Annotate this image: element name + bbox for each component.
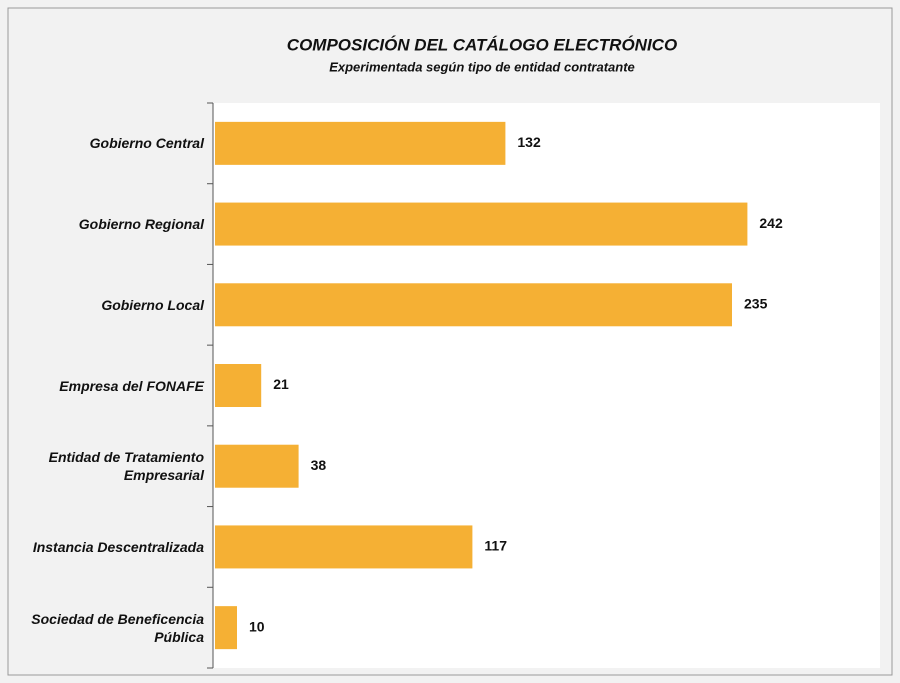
category-label: Gobierno Central — [89, 135, 204, 152]
data-label: 242 — [759, 215, 783, 231]
chart-title: COMPOSICIÓN DEL CATÁLOGO ELECTRÓNICO — [287, 35, 677, 54]
bar — [215, 202, 748, 246]
bar — [215, 364, 262, 407]
category-label: Sociedad de Beneficencia Pública — [31, 610, 204, 645]
data-label: 132 — [517, 134, 541, 150]
data-label: 38 — [311, 457, 327, 473]
chart-subtitle: Experimentada según tipo de entidad cont… — [329, 59, 635, 74]
category-label: Empresa del FONAFE — [59, 377, 204, 394]
bar — [215, 283, 732, 327]
bar — [215, 606, 237, 650]
data-label: 21 — [273, 376, 289, 392]
category-label: Instancia Descentralizada — [32, 538, 204, 555]
category-label: Entidad de Tratamiento Empresarial — [48, 449, 204, 484]
data-label: 117 — [484, 538, 507, 554]
category-label: Gobierno Regional — [78, 216, 204, 233]
bar — [215, 121, 506, 165]
data-label: 10 — [249, 618, 265, 634]
bar — [215, 444, 299, 488]
category-label: Gobierno Local — [101, 296, 204, 313]
plot-area — [213, 103, 880, 668]
data-label: 235 — [744, 295, 768, 311]
bar — [215, 525, 473, 569]
